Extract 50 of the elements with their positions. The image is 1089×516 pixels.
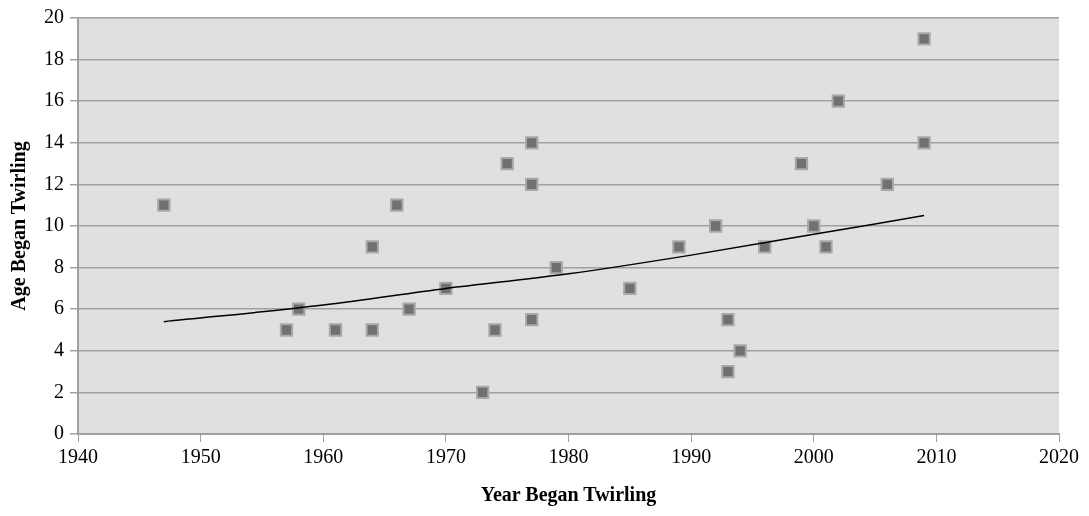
point [525,177,539,192]
y-tick-label: 2 [54,379,64,402]
point [708,219,723,233]
y-tick-label: 16 [44,88,64,111]
point [365,323,379,337]
point [525,312,539,327]
x-tick-label: 2020 [1039,445,1079,468]
point [476,385,490,400]
point [733,344,747,358]
x-tick-label: 1970 [425,445,466,468]
point [917,32,931,46]
y-tick-label: 10 [44,213,64,236]
y-tick-label: 12 [44,171,64,194]
point [402,302,416,316]
point [880,177,894,192]
y-tick-label: 6 [54,296,64,319]
line-series [163,214,925,323]
x-tick-label: 1990 [671,445,712,468]
x-tick-label: 1950 [180,445,221,468]
x-tick-label: 2010 [916,445,957,468]
point [831,94,845,108]
x-axis-title: Year Began Twirling [480,483,657,507]
y-tick-label: 20 [44,5,64,28]
y-tick-label: 4 [54,338,64,361]
y-axis-title: Age Began Twirling [7,141,31,311]
point [365,240,379,254]
point [157,198,171,212]
x-tick-label: 1980 [548,445,589,468]
point [672,240,686,254]
y-tick-label: 14 [44,130,64,153]
point [623,281,637,296]
point [794,156,809,171]
x-tick-label: 1940 [58,445,98,468]
point [549,260,563,275]
point [390,198,404,212]
point [500,156,514,171]
point [917,136,931,150]
point [721,364,735,379]
point [488,323,502,337]
x-tick-label: 2000 [793,445,834,468]
x-tick-label: 1960 [303,445,344,468]
point [279,323,294,337]
point [525,136,539,150]
point [819,240,833,254]
y-tick-label: 18 [44,46,64,69]
y-tick-label: 0 [54,421,64,444]
point [721,312,735,327]
y-tick-label: 8 [54,254,64,277]
point [807,219,821,233]
point [328,323,343,337]
